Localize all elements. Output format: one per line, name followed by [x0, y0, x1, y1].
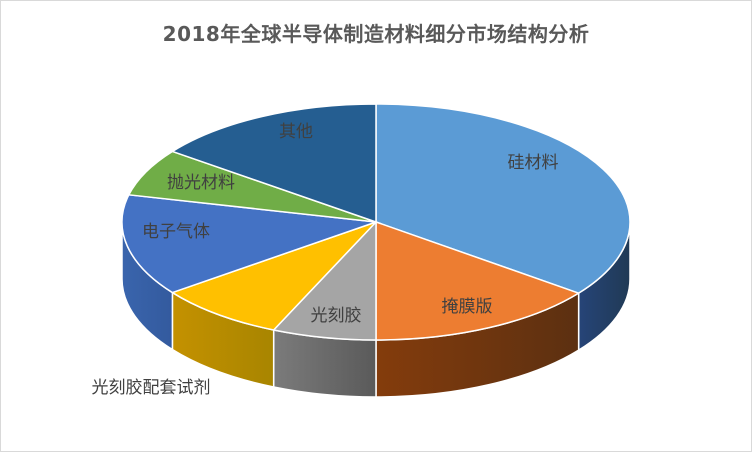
data-label-0: 硅材料: [508, 153, 559, 173]
data-label-2: 光刻胶: [311, 306, 362, 326]
pie-slice-0: [375, 103, 631, 294]
pie-slice-4: [121, 194, 377, 294]
pie-top-faces: [121, 103, 631, 341]
data-label-4: 电子气体: [142, 222, 210, 242]
data-label-1: 掩膜版: [442, 297, 493, 317]
data-label-5: 抛光材料: [167, 173, 235, 193]
pie-slice-3: [171, 221, 377, 331]
pie-slice-1: [375, 221, 580, 341]
data-label-3: 光刻胶配套试剂: [92, 378, 211, 398]
chart-title: 2018年全球半导体制造材料细分市场结构分析: [162, 22, 590, 46]
pie-slice-6: [171, 103, 377, 223]
pie-sides: [121, 221, 631, 398]
data-label-6: 其他: [279, 122, 313, 142]
